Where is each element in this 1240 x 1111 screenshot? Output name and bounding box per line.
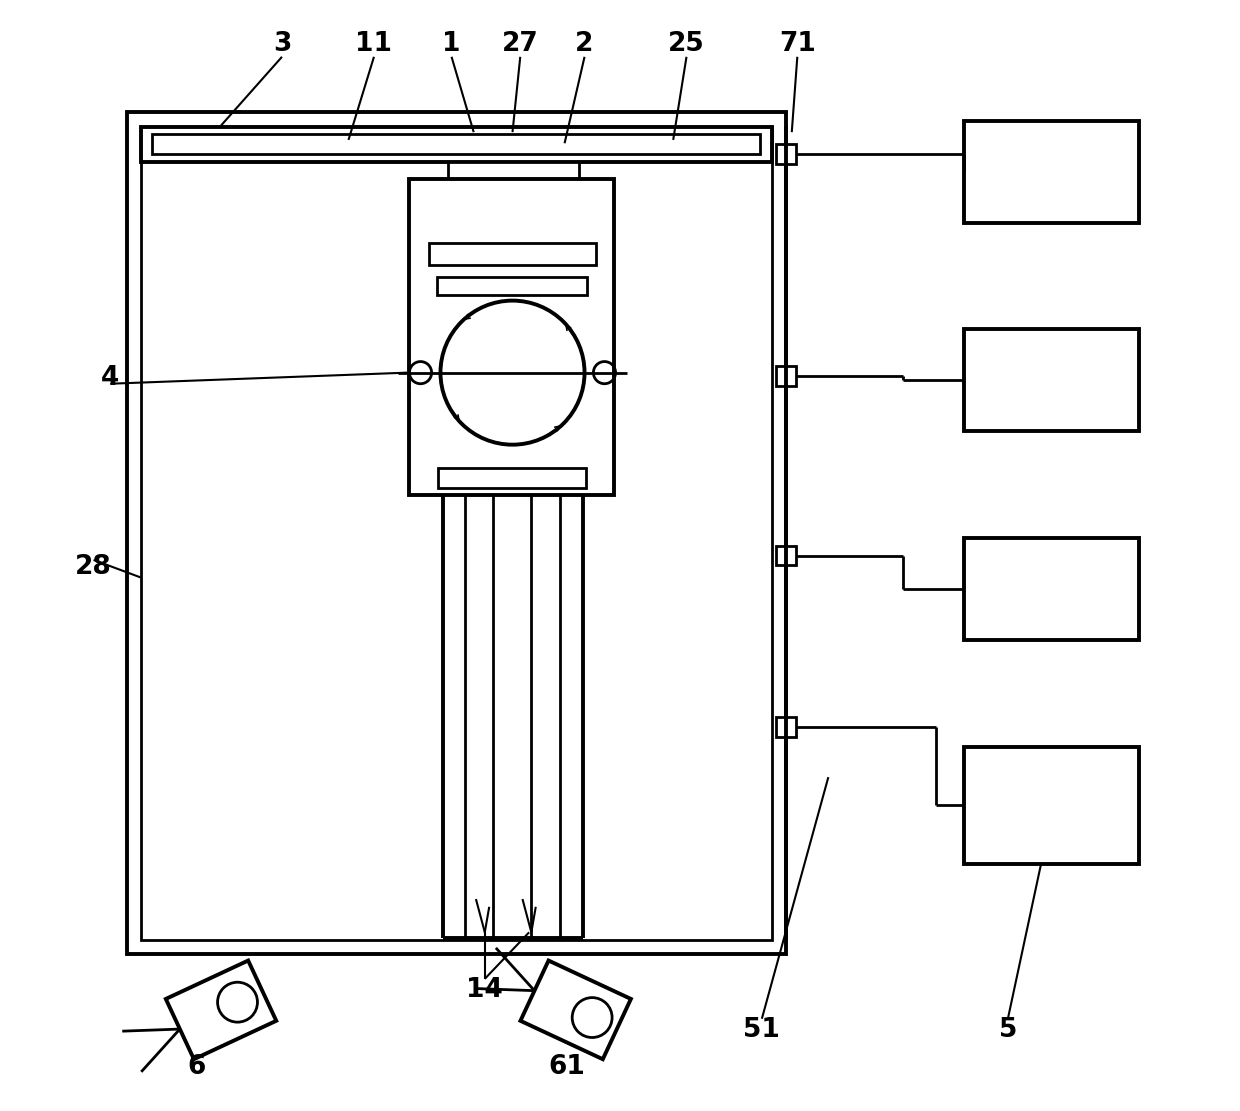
Text: 2: 2 [575, 30, 594, 57]
Bar [963, 121, 1138, 223]
Bar [456, 181, 572, 201]
Bar [429, 243, 595, 266]
Bar [126, 112, 786, 954]
Text: 61: 61 [548, 1054, 585, 1081]
Bar [776, 718, 796, 738]
Text: 11: 11 [356, 30, 393, 57]
Bar [448, 162, 579, 181]
Text: 3: 3 [273, 30, 291, 57]
Text: 1: 1 [443, 30, 461, 57]
Bar [141, 127, 771, 940]
Bar [963, 330, 1138, 431]
Text: 5: 5 [998, 1017, 1017, 1043]
Text: 6: 6 [187, 1054, 206, 1081]
Bar [776, 144, 796, 164]
Bar [440, 199, 584, 223]
Text: 71: 71 [779, 30, 816, 57]
Bar [409, 179, 615, 494]
Bar [141, 127, 771, 162]
Bar [776, 366, 796, 386]
Text: 27: 27 [502, 30, 538, 57]
Bar [963, 538, 1138, 640]
Bar [438, 468, 585, 488]
Bar [776, 546, 796, 565]
Text: 25: 25 [668, 30, 704, 57]
Bar [153, 134, 760, 154]
Text: 28: 28 [76, 553, 112, 580]
Bar [963, 748, 1138, 863]
Text: 14: 14 [466, 977, 503, 1003]
Text: 4: 4 [102, 366, 119, 391]
Bar [438, 278, 587, 296]
Text: 51: 51 [744, 1017, 780, 1043]
